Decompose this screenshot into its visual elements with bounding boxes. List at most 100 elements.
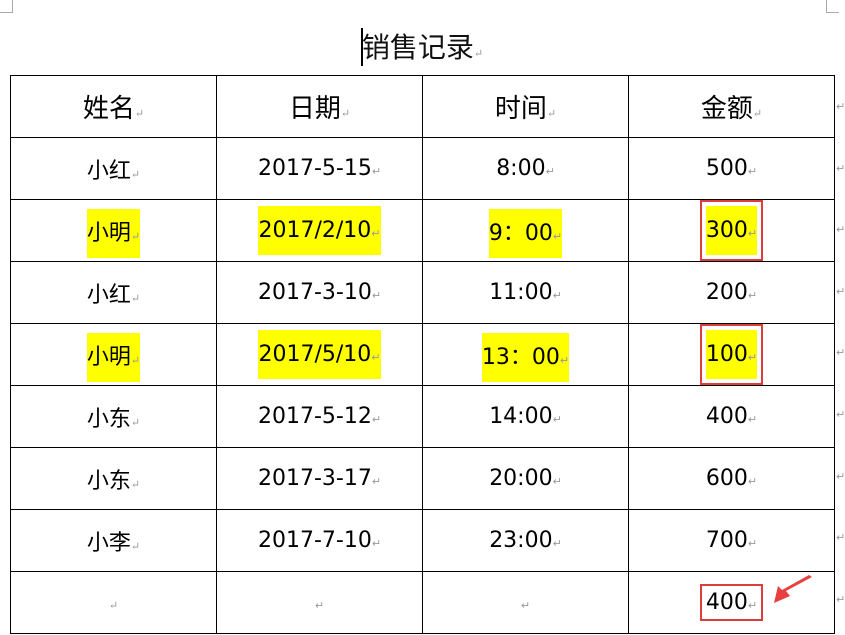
paragraph-mark: ↵ (546, 107, 557, 120)
paragraph-mark: ↵ (752, 107, 763, 120)
paragraph-mark: ↵ (130, 353, 141, 367)
cell-content: 2017-5-12↵ (258, 404, 381, 429)
table-row: 小东↵ 2017-3-17↵ 20:00↵ 600↵ (10, 447, 835, 510)
cell-text: 400 (705, 404, 748, 429)
header-cell[interactable]: 时间↵ (422, 75, 629, 138)
cell-content: 2017/2/10↵ (258, 206, 381, 255)
cell-content: 姓名↵ (83, 94, 144, 124)
header-row: 姓名↵ 日期↵ 时间↵ 金额↵ (10, 75, 835, 138)
cell-text: 2017/5/10 (258, 342, 372, 367)
cell-text: 2017/2/10 (258, 218, 372, 243)
paragraph-mark: ↵ (747, 351, 758, 364)
row-end-mark: ↵ (836, 223, 845, 237)
paragraph-mark: ↵ (371, 227, 381, 240)
table-row: 小红↵ 2017-5-15↵ 8:00↵ 500↵ (10, 137, 835, 200)
table-cell[interactable]: 2017/2/10↵ (216, 199, 423, 262)
table-cell[interactable]: 300↵ (628, 199, 835, 262)
cell-content: 小明↵ (86, 208, 141, 258)
cell-text: 9：00 (488, 220, 553, 246)
paragraph-mark: ↵ (371, 165, 382, 178)
cell-content: 600↵ (706, 466, 757, 491)
table-cell[interactable]: 小红↵ (10, 261, 217, 324)
boxed-value: 100↵ (699, 324, 764, 385)
table-cell[interactable]: 小明↵ (10, 199, 217, 262)
table-cell[interactable]: 2017-5-15↵ (216, 137, 423, 200)
table-cell[interactable]: 小李↵ (10, 509, 217, 572)
cell-content: 金额↵ (701, 94, 762, 124)
table-cell[interactable]: ↵ (422, 571, 629, 634)
paragraph-mark: ↵ (552, 289, 562, 302)
row-end-mark: ↵ (836, 346, 845, 360)
table-cell[interactable]: 13：00↵ (422, 323, 629, 386)
table-cell[interactable]: 2017/5/10↵ (216, 323, 423, 386)
cell-text: 400 (705, 590, 748, 615)
cell-text: 700 (705, 528, 748, 553)
paragraph-mark: ↵ (134, 107, 145, 120)
row-end-mark: ↵ (836, 284, 845, 298)
table-cell[interactable]: 400↵ (628, 385, 835, 448)
table-row: 小李↵ 2017-7-10↵ 23:00↵ 700↵ (10, 509, 835, 572)
paragraph-mark: ↵ (108, 599, 119, 612)
table-cell[interactable]: 小东↵ (10, 385, 217, 448)
table-cell[interactable]: 600↵ (628, 447, 835, 510)
table-cell[interactable]: 14:00↵ (422, 385, 629, 448)
cell-text: 小东 (86, 406, 131, 432)
sales-table: 姓名↵ 日期↵ 时间↵ 金额↵ 小红↵ 2017-5-15↵ 8:00↵ 500↵ 小明↵ 201… (10, 75, 835, 634)
header-cell[interactable]: 日期↵ (216, 75, 423, 138)
table-cell[interactable]: 23:00↵ (422, 509, 629, 572)
cell-content: 2017-3-10↵ (258, 280, 381, 305)
paragraph-mark: ↵ (371, 413, 382, 426)
cell-content: 小东↵ (87, 407, 140, 432)
paragraph-mark: ↵ (552, 413, 562, 426)
cell-content: 200↵ (706, 280, 757, 305)
paragraph-mark: ↵ (130, 167, 141, 181)
cell-content: 11:00↵ (489, 280, 562, 305)
table-cell[interactable]: 100↵ (628, 323, 835, 386)
table-cell[interactable]: 9：00↵ (422, 199, 629, 262)
table-cell[interactable]: 700↵ (628, 509, 835, 572)
paragraph-mark: ↵ (552, 475, 562, 488)
table-cell[interactable]: 2017-7-10↵ (216, 509, 423, 572)
table-cell[interactable]: 200↵ (628, 261, 835, 324)
paragraph-mark: ↵ (130, 291, 141, 305)
table-row: 小红↵ 2017-3-10↵ 11:00↵ 200↵ (10, 261, 835, 324)
cell-text: 600 (705, 466, 748, 491)
cell-text: 13：00 (481, 344, 560, 370)
table-cell[interactable]: 小东↵ (10, 447, 217, 510)
table-cell[interactable]: ↵ (216, 571, 423, 634)
table-cell[interactable]: 2017-3-10↵ (216, 261, 423, 324)
table-cell[interactable]: ↵ (10, 571, 217, 634)
table-cell[interactable]: 2017-5-12↵ (216, 385, 423, 448)
table-row: 小明↵ 2017/5/10↵ 13：00↵ 100↵ (10, 323, 835, 386)
paragraph-mark: ↵ (314, 599, 325, 612)
cell-text: 姓名 (82, 94, 135, 124)
cell-content: ↵ (521, 590, 530, 615)
cell-content: 小李↵ (87, 531, 140, 556)
cell-content: 小东↵ (87, 469, 140, 494)
paragraph-mark: ↵ (130, 539, 141, 553)
cell-text: 2017-3-17 (257, 466, 372, 491)
table-cell[interactable]: 小明↵ (10, 323, 217, 386)
table-cell[interactable]: 2017-3-17↵ (216, 447, 423, 510)
cell-content: 小红↵ (87, 283, 140, 308)
paragraph-mark: ↵ (559, 353, 570, 367)
cell-content: 2017-7-10↵ (258, 528, 381, 553)
paragraph-mark: ↵ (130, 229, 141, 243)
table-cell[interactable]: 500↵ (628, 137, 835, 200)
paragraph-mark: ↵ (545, 165, 555, 178)
table-cell[interactable]: 20:00↵ (422, 447, 629, 510)
cell-content: 9：00↵ (488, 208, 563, 258)
table-cell[interactable]: 8:00↵ (422, 137, 629, 200)
cell-text: 2017-3-10 (257, 280, 372, 305)
document-title[interactable]: 销售记录↵ (361, 31, 484, 64)
header-cell[interactable]: 姓名↵ (10, 75, 217, 138)
table-cell[interactable]: 11:00↵ (422, 261, 629, 324)
table-cell[interactable]: 小红↵ (10, 137, 217, 200)
paragraph-mark: ↵ (520, 599, 531, 612)
cell-content: 2017/5/10↵ (258, 330, 381, 379)
cell-content: ↵ (109, 590, 118, 615)
cell-text: 小红 (86, 158, 131, 184)
paragraph-mark: ↵ (371, 537, 382, 550)
cell-text: 2017-5-12 (257, 404, 372, 429)
header-cell[interactable]: 金额↵ (628, 75, 835, 138)
